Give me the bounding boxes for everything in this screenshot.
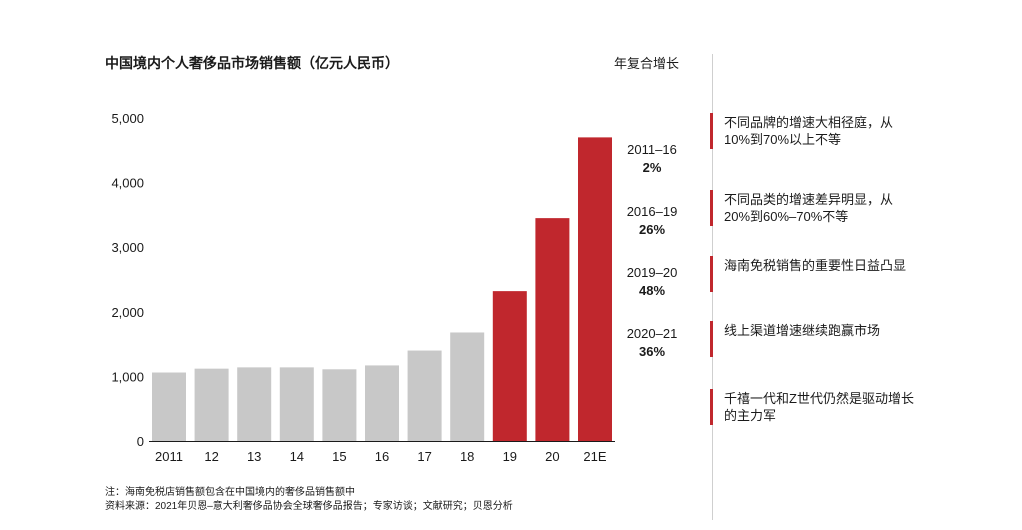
growth-period: 2020–21 [626, 326, 678, 341]
y-tick-label: 5,000 [111, 111, 144, 126]
growth-rate-2016-19: 2016–19 26% [600, 203, 704, 239]
x-tick-label: 15 [332, 449, 346, 464]
bar-12 [194, 368, 229, 441]
cagr-header: 年复合增长 [614, 56, 680, 71]
growth-period: 2011–16 [627, 142, 677, 157]
bars [152, 137, 612, 441]
bar-21E [578, 137, 612, 441]
bar-15 [322, 369, 357, 441]
insight-marker [710, 321, 713, 357]
insight-text: 不同品牌的增速大相径庭，从10%到70%以上不等 [724, 115, 894, 147]
growth-value: 26% [638, 222, 666, 237]
insight-text: 不同品类的增速差异明显，从20%到60%–70%不等 [724, 192, 894, 224]
x-tick-label: 17 [417, 449, 431, 464]
insight-item: 千禧一代和Z世代仍然是驱动增长的主力军 [710, 389, 914, 425]
y-tick-label: 1,000 [111, 369, 144, 384]
growth-period: 2016–19 [626, 204, 678, 219]
bar-16 [365, 365, 399, 441]
growth-rate-2019-20: 2019–20 48% [600, 264, 704, 300]
insight-item: 海南免税销售的重要性日益凸显 [710, 256, 910, 292]
insight-marker [710, 190, 713, 226]
footnote: 注：海南免税店销售额包含在中国境内的奢侈品销售额中 [105, 487, 355, 498]
y-axis: 0 1,000 2,000 3,000 4,000 5,000 [111, 111, 144, 449]
insight-text: 千禧一代和Z世代仍然是驱动增长的主力军 [724, 391, 914, 423]
bar-18 [450, 332, 485, 441]
bar-19 [492, 291, 527, 441]
growth-period: 2019–20 [626, 265, 678, 280]
x-tick-label: 13 [247, 449, 261, 464]
bar-2011 [152, 372, 186, 441]
insight-text: 海南免税销售的重要性日益凸显 [724, 258, 907, 273]
bar-20 [535, 218, 570, 441]
growth-value: 36% [638, 344, 666, 359]
y-tick-label: 2,000 [111, 305, 144, 320]
x-tick-label: 18 [460, 449, 474, 464]
insight-marker [710, 256, 713, 292]
insight-marker [710, 113, 713, 149]
growth-value: 2% [642, 160, 662, 175]
y-tick-label: 3,000 [111, 240, 144, 255]
growth-value: 48% [638, 283, 666, 298]
x-tick-label: 14 [290, 449, 304, 464]
bar-chart: 0 1,000 2,000 3,000 4,000 5,000 2011 12 13 14 15 1… [111, 111, 615, 464]
x-tick-label: 2011 [155, 449, 183, 464]
bar-13 [237, 367, 272, 441]
y-tick-label: 4,000 [111, 176, 144, 191]
source-note: 资料来源：2021年贝恩–意大利奢侈品协会全球奢侈品报告；专家访谈；文献研究；贝… [105, 501, 513, 512]
chart-title: 中国境内个人奢侈品市场销售额（亿元人民币） [105, 55, 399, 71]
bar-14 [279, 367, 314, 441]
bar-17 [407, 350, 442, 441]
x-axis: 2011 12 13 14 15 16 17 18 19 20 21E [149, 441, 615, 464]
x-tick-label: 12 [204, 449, 218, 464]
x-tick-label: 20 [545, 449, 559, 464]
insight-item: 线上渠道增速继续跑赢市场 [710, 321, 910, 357]
x-tick-label: 16 [375, 449, 389, 464]
growth-rate-2020-21: 2020–21 36% [600, 325, 704, 361]
growth-rate-2011-16: 2011–16 2% [600, 141, 704, 177]
insight-item: 不同品牌的增速大相径庭，从10%到70%以上不等 [710, 113, 910, 149]
x-tick-label: 19 [503, 449, 517, 464]
x-tick-label: 21E [583, 449, 606, 464]
insight-marker [710, 389, 713, 425]
insight-item: 不同品类的增速差异明显，从20%到60%–70%不等 [710, 190, 910, 226]
insight-text: 线上渠道增速继续跑赢市场 [724, 323, 881, 338]
y-tick-label: 0 [137, 434, 144, 449]
